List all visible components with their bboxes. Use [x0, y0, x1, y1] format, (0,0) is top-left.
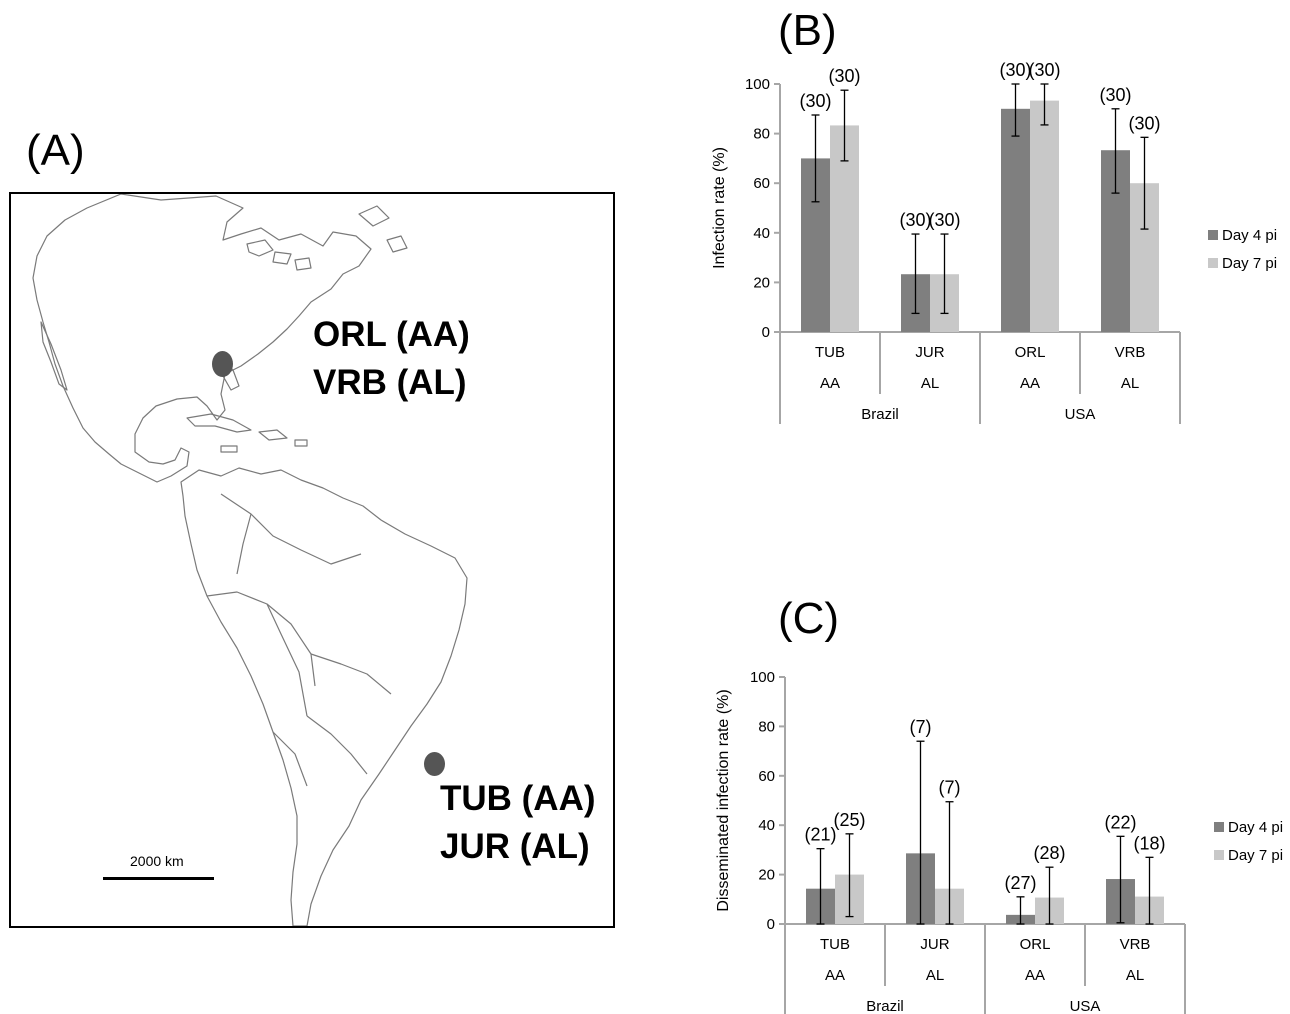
- sample-size-label: (30): [799, 91, 831, 111]
- sample-size-label: (7): [910, 717, 932, 737]
- y-tick-label: 80: [758, 718, 775, 735]
- category-label: JUR: [915, 344, 944, 361]
- group-label: USA: [1070, 998, 1101, 1014]
- sample-size-label: (27): [1004, 873, 1036, 893]
- legend-swatch: [1214, 822, 1224, 832]
- site-label-brazil: TUB (AA) JUR (AL): [440, 775, 596, 871]
- site-jur: JUR (AL): [440, 827, 590, 866]
- category-label: TUB: [815, 344, 845, 361]
- sample-size-label: (30): [928, 210, 960, 230]
- legend-label: Day 7 pi: [1228, 847, 1283, 864]
- sample-size-label: (28): [1033, 843, 1065, 863]
- legend-swatch: [1214, 850, 1224, 860]
- y-tick-label: 0: [762, 324, 770, 341]
- y-tick-label: 40: [753, 225, 770, 242]
- subgroup-label: AA: [1020, 375, 1040, 392]
- site-marker-brazil: [424, 752, 445, 776]
- sample-size-label: (22): [1104, 812, 1136, 832]
- category-label: VRB: [1115, 344, 1146, 361]
- chart-c: Disseminated infection rate (%) 0 20 40 60 80…: [715, 669, 1283, 1014]
- panel-c-label: (C): [778, 594, 840, 643]
- subgroup-label: AL: [1126, 967, 1144, 984]
- y-axis-label: Infection rate (%): [711, 147, 728, 269]
- americas-map: [9, 192, 615, 928]
- legend-label: Day 4 pi: [1222, 227, 1277, 244]
- legend-label: Day 4 pi: [1228, 819, 1283, 836]
- scale-bar-label: 2000 km: [130, 853, 184, 869]
- sample-size-label: (7): [939, 778, 961, 798]
- sample-size-label: (30): [828, 66, 860, 86]
- legend-swatch: [1208, 258, 1218, 268]
- site-vrb: VRB (AL): [313, 363, 467, 402]
- y-tick-label: 20: [758, 867, 775, 884]
- subgroup-label: AA: [825, 967, 845, 984]
- subgroup-label: AA: [820, 375, 840, 392]
- y-axis-label: Disseminated infection rate (%): [715, 689, 732, 911]
- category-label: VRB: [1120, 936, 1151, 953]
- bar-day4: [1001, 108, 1030, 332]
- sample-size-label: (30): [999, 60, 1031, 80]
- panel-a-label: (A): [26, 126, 85, 175]
- subgroup-label: AL: [921, 375, 939, 392]
- group-label: Brazil: [866, 998, 904, 1014]
- category-label: ORL: [1015, 344, 1046, 361]
- scale-bar: [103, 877, 214, 880]
- site-label-usa: ORL (AA) VRB (AL): [313, 311, 470, 407]
- y-tick-label: 100: [750, 669, 775, 686]
- y-tick-label: 40: [758, 817, 775, 834]
- chart-b: Infection rate (%)020406080100(30)(30)TU…: [711, 60, 1277, 424]
- group-label: Brazil: [861, 406, 899, 423]
- site-orl: ORL (AA): [313, 315, 470, 354]
- panel-b-label: (B): [778, 6, 837, 55]
- bar-day7: [1030, 100, 1059, 332]
- y-tick-label: 60: [753, 175, 770, 192]
- sample-size-label: (30): [1099, 85, 1131, 105]
- subgroup-label: AA: [1025, 967, 1045, 984]
- subgroup-label: AL: [926, 967, 944, 984]
- sample-size-label: (21): [804, 825, 836, 845]
- sample-size-label: (18): [1133, 833, 1165, 853]
- site-marker-florida: [212, 351, 233, 377]
- y-tick-label: 100: [745, 76, 770, 93]
- category-label: JUR: [920, 936, 949, 953]
- sample-size-label: (30): [899, 210, 931, 230]
- y-tick-label: 20: [753, 274, 770, 291]
- category-label: ORL: [1020, 936, 1051, 953]
- y-tick-label: 60: [758, 768, 775, 785]
- group-label: USA: [1065, 406, 1096, 423]
- subgroup-label: AL: [1121, 375, 1139, 392]
- site-tub: TUB (AA): [440, 779, 596, 818]
- legend-swatch: [1208, 230, 1218, 240]
- category-label: TUB: [820, 936, 850, 953]
- y-tick-label: 0: [767, 916, 775, 933]
- map-outline: [32, 193, 468, 927]
- y-tick-label: 80: [753, 126, 770, 143]
- sample-size-label: (30): [1128, 113, 1160, 133]
- legend-label: Day 7 pi: [1222, 255, 1277, 272]
- sample-size-label: (30): [1028, 60, 1060, 80]
- sample-size-label: (25): [833, 810, 865, 830]
